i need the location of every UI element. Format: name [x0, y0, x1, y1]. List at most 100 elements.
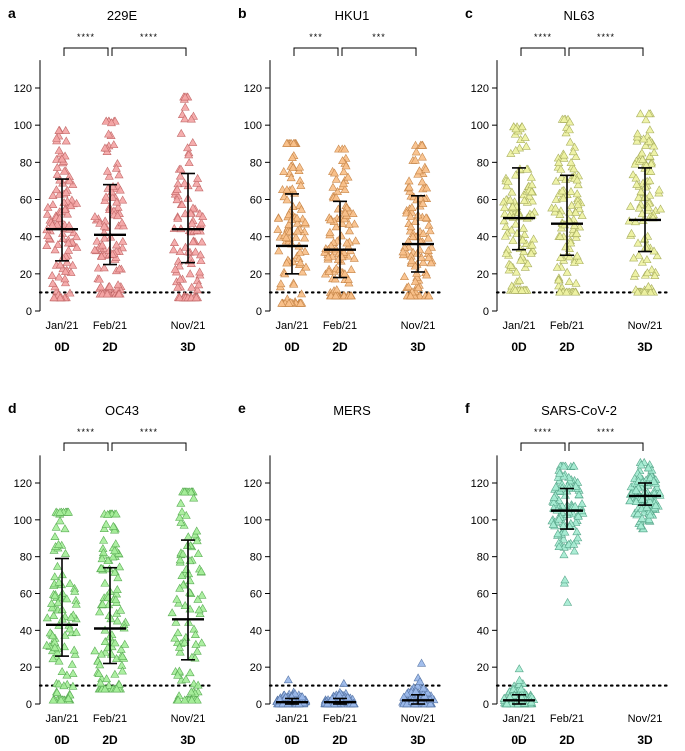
data-point: [170, 633, 180, 642]
data-point: [188, 237, 198, 246]
data-point: [527, 196, 537, 205]
y-tick-label: 40: [20, 625, 32, 637]
data-point: [328, 182, 338, 191]
data-point: [183, 532, 193, 541]
data-point: [500, 231, 510, 240]
data-point: [558, 193, 568, 202]
data-point: [416, 252, 427, 261]
data-point: [289, 138, 299, 147]
data-point: [111, 539, 121, 548]
data-point: [48, 654, 58, 663]
y-tick-label: 100: [244, 120, 262, 132]
data-point: [559, 550, 569, 559]
data-point: [111, 595, 121, 604]
y-tick-label: 0: [256, 699, 262, 711]
data-point: [101, 192, 111, 201]
data-point: [60, 630, 70, 639]
bracket-line: [568, 442, 644, 451]
x-tick-label: Feb/21: [93, 320, 127, 332]
data-point: [181, 674, 191, 683]
data-point: [48, 190, 58, 199]
data-point: [49, 293, 59, 302]
data-point: [633, 287, 643, 296]
data-point: [117, 218, 127, 227]
data-point: [342, 203, 352, 212]
data-point: [113, 202, 123, 211]
data-point: [175, 274, 185, 283]
group-label: 2D: [102, 733, 118, 747]
data-point: [417, 177, 427, 186]
y-tick-label: 100: [471, 120, 489, 132]
data-point: [559, 461, 569, 470]
data-point: [193, 594, 203, 603]
data-point: [506, 225, 517, 234]
data-point: [340, 144, 350, 153]
data-point: [565, 137, 575, 146]
data-point: [571, 278, 581, 287]
data-point: [100, 637, 110, 645]
data-point: [295, 162, 305, 171]
x-tick-label: Feb/21: [93, 713, 127, 725]
data-point: [169, 238, 179, 247]
data-point: [71, 627, 81, 636]
data-point: [196, 256, 206, 265]
data-point: [403, 282, 413, 291]
data-point: [503, 176, 513, 185]
data-point: [106, 614, 116, 623]
data-point: [62, 257, 72, 266]
data-point: [192, 695, 202, 704]
data-point: [112, 616, 122, 625]
group-label: 2D: [332, 733, 348, 747]
data-point: [187, 218, 197, 227]
data-point: [567, 200, 577, 209]
data-point: [180, 102, 190, 111]
data-point: [70, 649, 80, 658]
significance-bracket: ****: [568, 427, 644, 451]
data-point: [569, 546, 579, 555]
group-label: 2D: [332, 340, 348, 354]
data-point: [276, 279, 286, 288]
data-point: [115, 562, 125, 571]
data-point: [55, 260, 65, 269]
significance-label: ***: [309, 32, 323, 42]
significance-label: ****: [140, 427, 158, 437]
data-point: [68, 260, 78, 269]
significance-bracket: ****: [63, 32, 109, 56]
data-point: [50, 591, 60, 600]
data-point: [180, 92, 190, 101]
data-point: [180, 178, 190, 187]
data-point: [413, 283, 423, 292]
data-point: [42, 640, 52, 649]
panel-b: b HKU1 0 20 40 60 80 100 120 Jan/21 0D Feb/21 2D Nov/…: [238, 5, 442, 354]
data-point: [571, 481, 581, 490]
data-point: [52, 133, 62, 142]
y-tick-label: 120: [14, 478, 32, 490]
points-Nov/21: [624, 109, 666, 296]
data-point: [194, 280, 204, 289]
data-point: [54, 577, 64, 586]
y-tick-label: 0: [483, 306, 489, 318]
data-point: [574, 256, 584, 265]
panel-label: d: [8, 400, 17, 416]
significance-label: ***: [372, 32, 386, 42]
data-point: [49, 611, 59, 619]
data-point: [632, 179, 642, 188]
points-Nov/21: [169, 92, 208, 302]
data-point: [51, 185, 61, 194]
data-point: [42, 241, 52, 249]
data-point: [557, 186, 567, 195]
y-tick-label: 40: [250, 232, 262, 244]
data-point: [631, 173, 641, 182]
significance-label: ****: [597, 32, 615, 42]
data-point: [106, 118, 116, 127]
data-point: [274, 246, 284, 255]
data-point: [349, 253, 359, 262]
data-point: [300, 217, 310, 226]
data-point: [510, 285, 520, 294]
data-point: [554, 514, 564, 523]
y-tick-label: 0: [26, 699, 32, 711]
y-tick-label: 120: [14, 83, 32, 95]
data-point: [100, 143, 110, 152]
group-label: 2D: [102, 340, 118, 354]
data-point: [171, 617, 181, 626]
